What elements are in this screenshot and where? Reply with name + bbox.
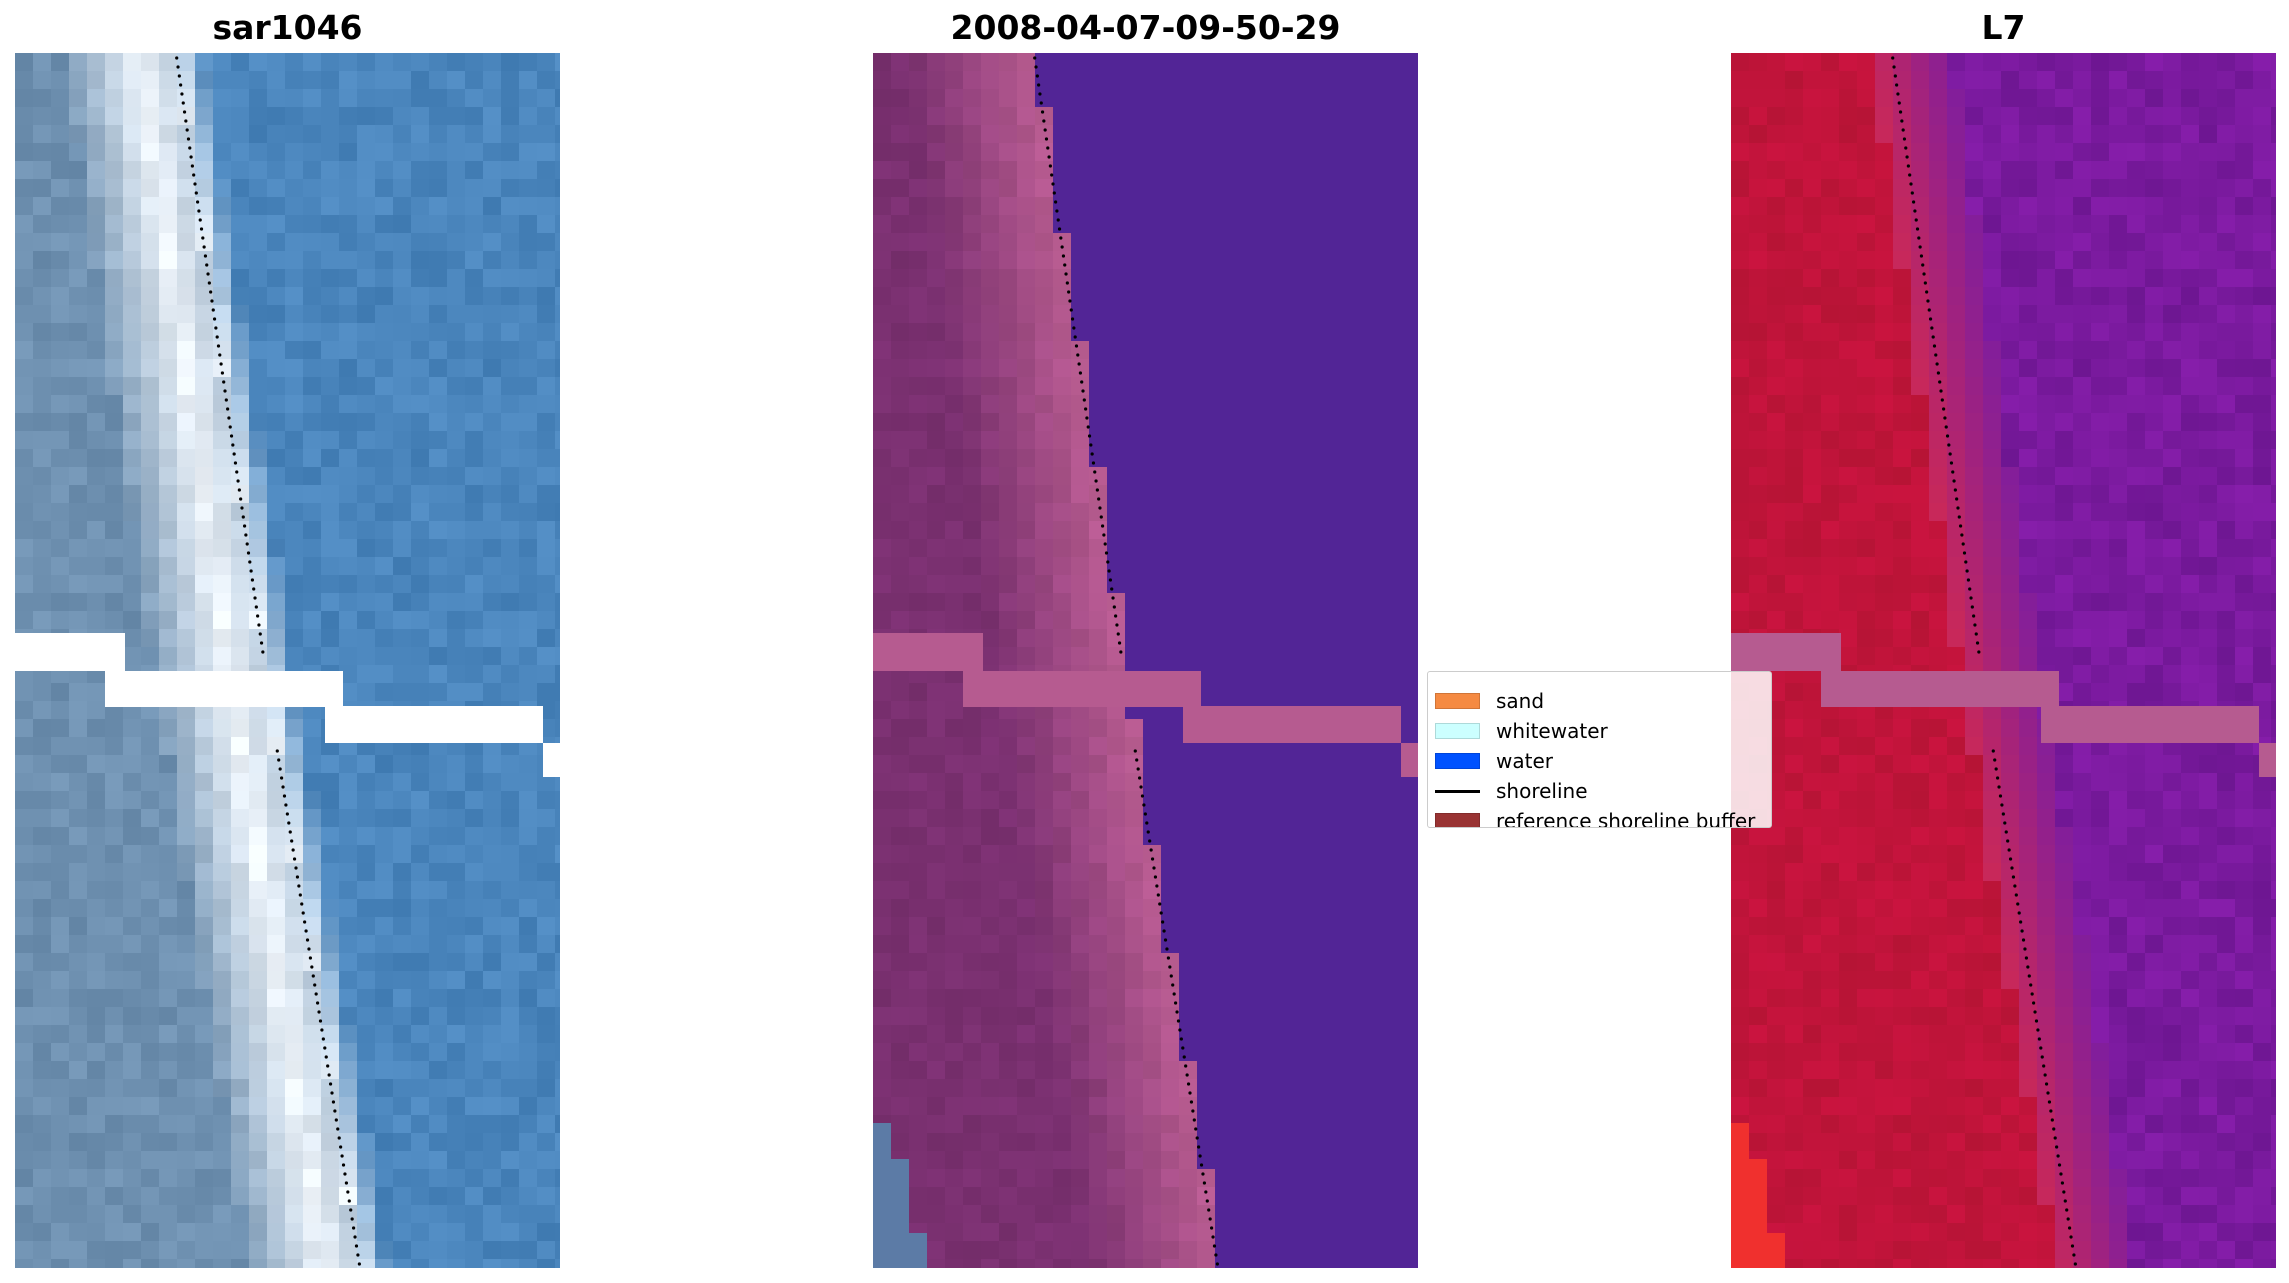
- legend-item-shoreline: shoreline: [1435, 779, 1588, 803]
- legend-label-shoreline: shoreline: [1496, 779, 1588, 803]
- legend-label-whitewater: whitewater: [1496, 719, 1608, 743]
- legend-item-reference-buffer: reference shoreline buffer: [1435, 809, 1756, 828]
- rgb-image-panel: [15, 53, 560, 1268]
- panel-title-date: 2008-04-07-09-50-29: [950, 8, 1341, 47]
- legend: sand whitewater water shoreline referenc…: [1427, 671, 1772, 828]
- legend-item-whitewater: whitewater: [1435, 719, 1608, 743]
- reference-buffer-swatch: [1435, 813, 1480, 827]
- legend-label-water: water: [1496, 749, 1553, 773]
- whitewater-swatch: [1435, 723, 1480, 739]
- legend-item-water: water: [1435, 749, 1553, 773]
- panel-title-sar: sar1046: [212, 8, 363, 47]
- legend-label-reference-buffer: reference shoreline buffer: [1496, 809, 1756, 828]
- sand-swatch: [1435, 693, 1480, 709]
- classification-image-panel: [873, 53, 1418, 1268]
- legend-item-sand: sand: [1435, 689, 1544, 713]
- water-swatch: [1435, 753, 1480, 769]
- legend-label-sand: sand: [1496, 689, 1545, 713]
- shoreline-line-swatch: [1435, 789, 1480, 793]
- panel-title-l7: L7: [1981, 8, 2026, 47]
- nir-image-panel: [1731, 53, 2276, 1268]
